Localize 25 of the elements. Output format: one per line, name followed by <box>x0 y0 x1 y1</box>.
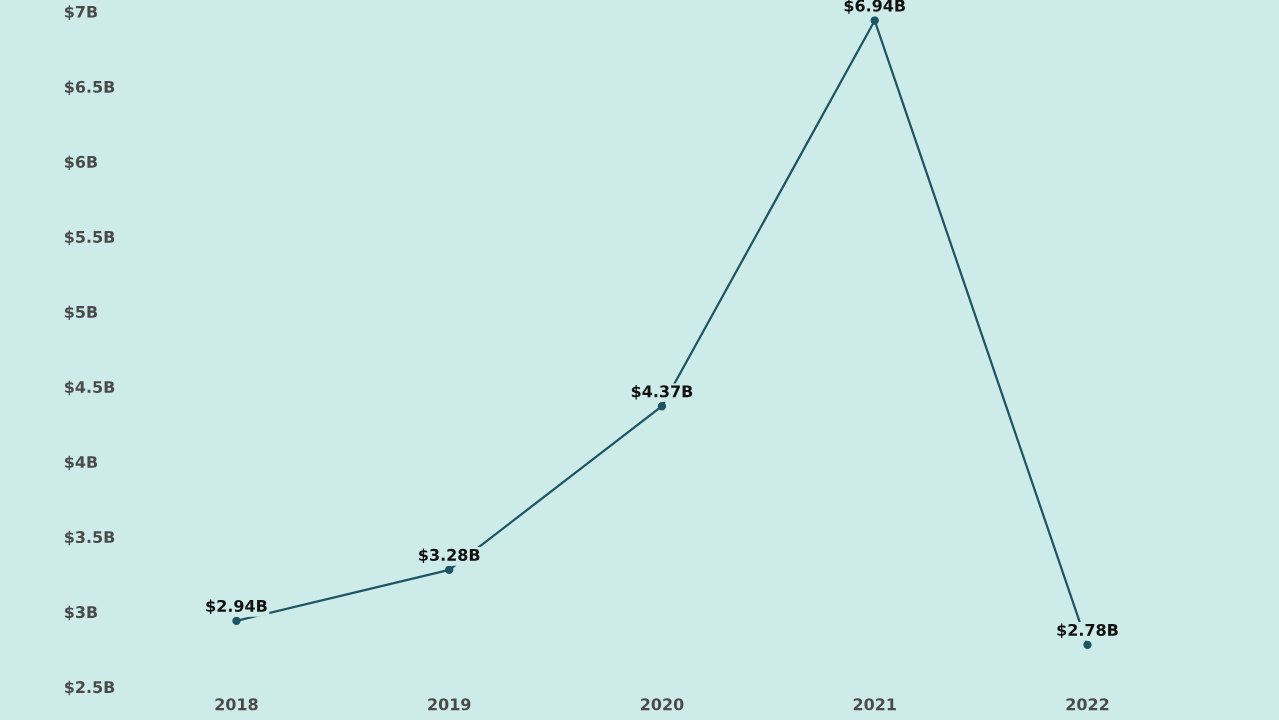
point <box>232 616 241 626</box>
y-tick-label: $2.5B <box>65 680 115 696</box>
text: $4.37B <box>631 384 693 400</box>
x-tick-label: 2020 <box>641 698 684 711</box>
text: $6.94B <box>844 0 905 14</box>
text: $3.28B <box>419 548 480 564</box>
y-tick-label: $6.5B <box>65 80 115 95</box>
point <box>1083 640 1092 650</box>
y-tick-label: $4B <box>65 455 98 471</box>
y-tick-label: $7B <box>65 5 98 20</box>
y-tick-label: $5B <box>65 305 98 321</box>
y-tick-label: $5.5B <box>65 230 115 246</box>
point <box>657 402 667 411</box>
x-tick-label: 2022 <box>1066 698 1109 711</box>
y-tick-label: $3.5B <box>65 530 115 546</box>
y-tick-label: $4.5B <box>65 380 115 396</box>
y-tick-label: $6B <box>65 155 98 171</box>
text: $2.78B <box>1057 623 1118 639</box>
x-tick-label: 2021 <box>853 698 896 711</box>
point <box>870 16 879 25</box>
x-tick-label: 2019 <box>428 698 471 711</box>
x-tick-label: 2018 <box>215 698 258 711</box>
y-tick-label: $3B <box>65 605 98 621</box>
point <box>445 565 454 574</box>
text: $2.94B <box>206 599 267 615</box>
